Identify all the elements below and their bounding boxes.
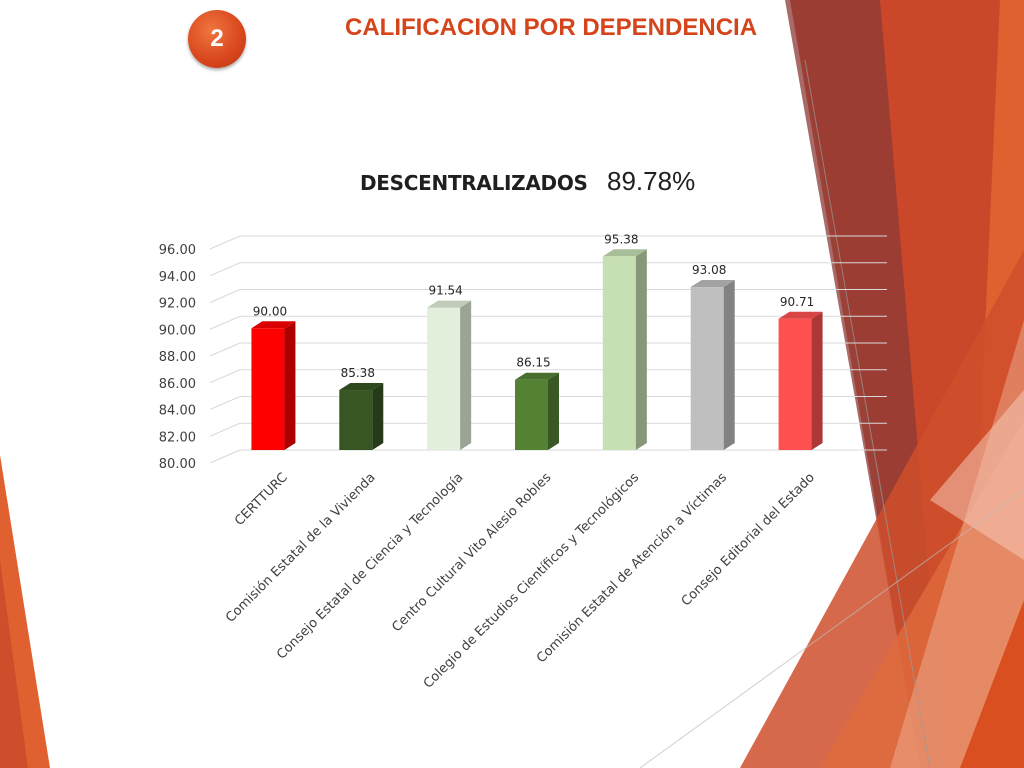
slide-number-badge: 2 <box>188 10 246 68</box>
data-label: 91.54 <box>428 284 462 298</box>
bar <box>251 328 285 450</box>
bar-side <box>460 300 472 450</box>
bar-side <box>723 280 735 450</box>
overall-percentage: 89.78% <box>607 166 696 196</box>
gridline-depth <box>209 422 241 437</box>
gridline-depth <box>209 262 241 277</box>
y-tick-label: 96.00 <box>159 243 196 258</box>
bar <box>602 256 636 450</box>
bar-top <box>339 383 384 391</box>
x-category-label: Centro Cultural Vito Alesio Robles <box>389 470 554 635</box>
bar-side <box>635 249 647 450</box>
chart-bars <box>251 249 823 450</box>
bar-top <box>690 280 735 288</box>
y-tick-label: 92.00 <box>159 297 196 312</box>
y-tick-label: 88.00 <box>159 350 196 365</box>
data-label: 86.15 <box>516 356 550 370</box>
bar-top <box>778 311 823 319</box>
slide-title: CALIFICACION POR DEPENDENCIA <box>345 14 758 41</box>
data-label: 90.71 <box>780 295 814 309</box>
bar-top <box>515 372 559 380</box>
x-category-label: Consejo Estatal de Ciencia y Tecnología <box>274 470 466 662</box>
gridline-depth <box>209 369 241 384</box>
data-label: 90.00 <box>253 304 287 318</box>
gridline-depth <box>209 396 241 410</box>
bar <box>339 390 373 450</box>
bar-side <box>548 372 559 450</box>
y-tick-label: 80.00 <box>159 457 196 472</box>
bar <box>778 318 812 450</box>
x-category-label: CERTTURC <box>232 470 291 529</box>
y-tick-label: 86.00 <box>159 377 196 392</box>
gridline-depth <box>209 315 241 330</box>
y-tick-label: 90.00 <box>159 323 196 338</box>
bar-side <box>811 311 823 450</box>
data-labels: 90.00 85.38 91.54 86.15 95.38 93.08 90.71 <box>253 232 815 380</box>
data-label: 85.38 <box>341 366 375 380</box>
bar-side <box>372 383 384 450</box>
data-label: 95.38 <box>604 232 638 246</box>
y-tick-label: 94.00 <box>159 270 196 285</box>
x-category-label: Comisión Estatal de Atención a Víctimas <box>534 470 730 666</box>
chart-title: DESCENTRALIZADOS <box>360 171 588 195</box>
y-axis-ticks: 80.00 82.00 84.00 86.00 88.00 90.00 92.00 94.00… <box>159 243 196 472</box>
bar-top <box>427 300 472 308</box>
y-tick-label: 82.00 <box>159 430 196 445</box>
bar <box>515 379 548 450</box>
gridline-depth <box>209 449 241 464</box>
bar-top <box>602 249 647 257</box>
bar <box>690 287 724 450</box>
x-category-label: Comisión Estatal de la Vivienda <box>223 470 379 626</box>
gridline-depth <box>209 235 241 250</box>
gridline-depth <box>209 342 241 357</box>
bar-top <box>251 321 296 329</box>
gridline-depth <box>209 289 241 303</box>
bar <box>427 307 461 450</box>
data-label: 93.08 <box>692 263 726 277</box>
y-tick-label: 84.00 <box>159 404 196 419</box>
bar-side <box>284 321 296 450</box>
